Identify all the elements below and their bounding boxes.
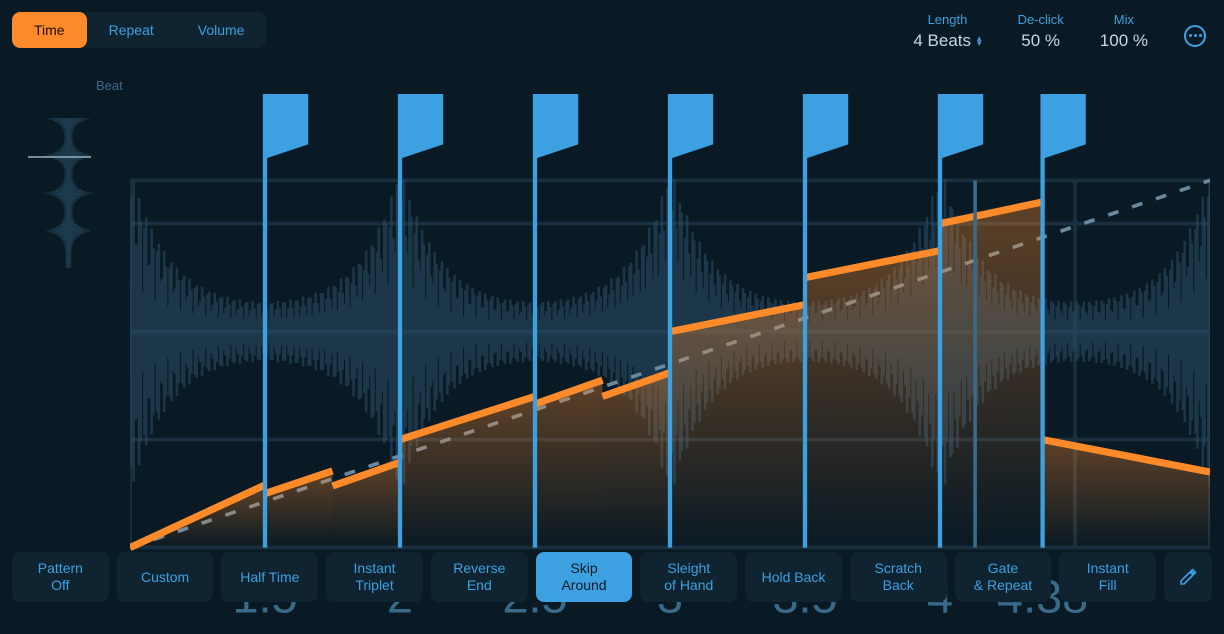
preset-half-time[interactable]: Half Time: [221, 552, 318, 602]
param-mix-label: Mix: [1100, 12, 1148, 27]
preset-gate-repeat[interactable]: Gate& Repeat: [955, 552, 1052, 602]
preset-custom[interactable]: Custom: [117, 552, 214, 602]
preset-hold-back[interactable]: Hold Back: [745, 552, 842, 602]
preset-instant-triplet[interactable]: InstantTriplet: [326, 552, 423, 602]
pencil-icon: [1179, 568, 1197, 586]
preset-scratch-back[interactable]: ScratchBack: [850, 552, 947, 602]
param-mix-value: 100 %: [1100, 31, 1148, 51]
beat-axis-label: Beat: [96, 78, 123, 93]
view-tabs: TimeRepeatVolume: [12, 12, 266, 48]
param-declick[interactable]: De-click 50 %: [1018, 12, 1064, 51]
tab-time[interactable]: Time: [12, 12, 87, 48]
y-waveform-preview: [28, 118, 118, 268]
param-length[interactable]: Length 4 Beats ▴▾: [913, 12, 981, 51]
param-declick-label: De-click: [1018, 12, 1064, 27]
params-group: Length 4 Beats ▴▾ De-click 50 % Mix 100 …: [913, 12, 1206, 51]
param-mix[interactable]: Mix 100 %: [1100, 12, 1148, 51]
edit-preset-button[interactable]: [1164, 552, 1212, 602]
preset-sleight-of-hand[interactable]: Sleightof Hand: [640, 552, 737, 602]
param-length-label: Length: [913, 12, 981, 27]
stepper-icon[interactable]: ▴▾: [977, 36, 982, 46]
tab-repeat[interactable]: Repeat: [87, 12, 176, 48]
preset-reverse-end[interactable]: ReverseEnd: [431, 552, 528, 602]
chart-area: Beat 12341.522.533.544.38: [28, 78, 1210, 542]
tab-volume[interactable]: Volume: [176, 12, 267, 48]
more-options-icon[interactable]: [1184, 25, 1206, 47]
preset-pattern-off[interactable]: PatternOff: [12, 552, 109, 602]
preset-instant-fill[interactable]: InstantFill: [1059, 552, 1156, 602]
preset-bar: PatternOffCustomHalf TimeInstantTripletR…: [12, 552, 1212, 602]
param-declick-value: 50 %: [1018, 31, 1064, 51]
param-length-value: 4 Beats ▴▾: [913, 31, 981, 51]
preset-skip-around[interactable]: SkipAround: [536, 552, 633, 602]
